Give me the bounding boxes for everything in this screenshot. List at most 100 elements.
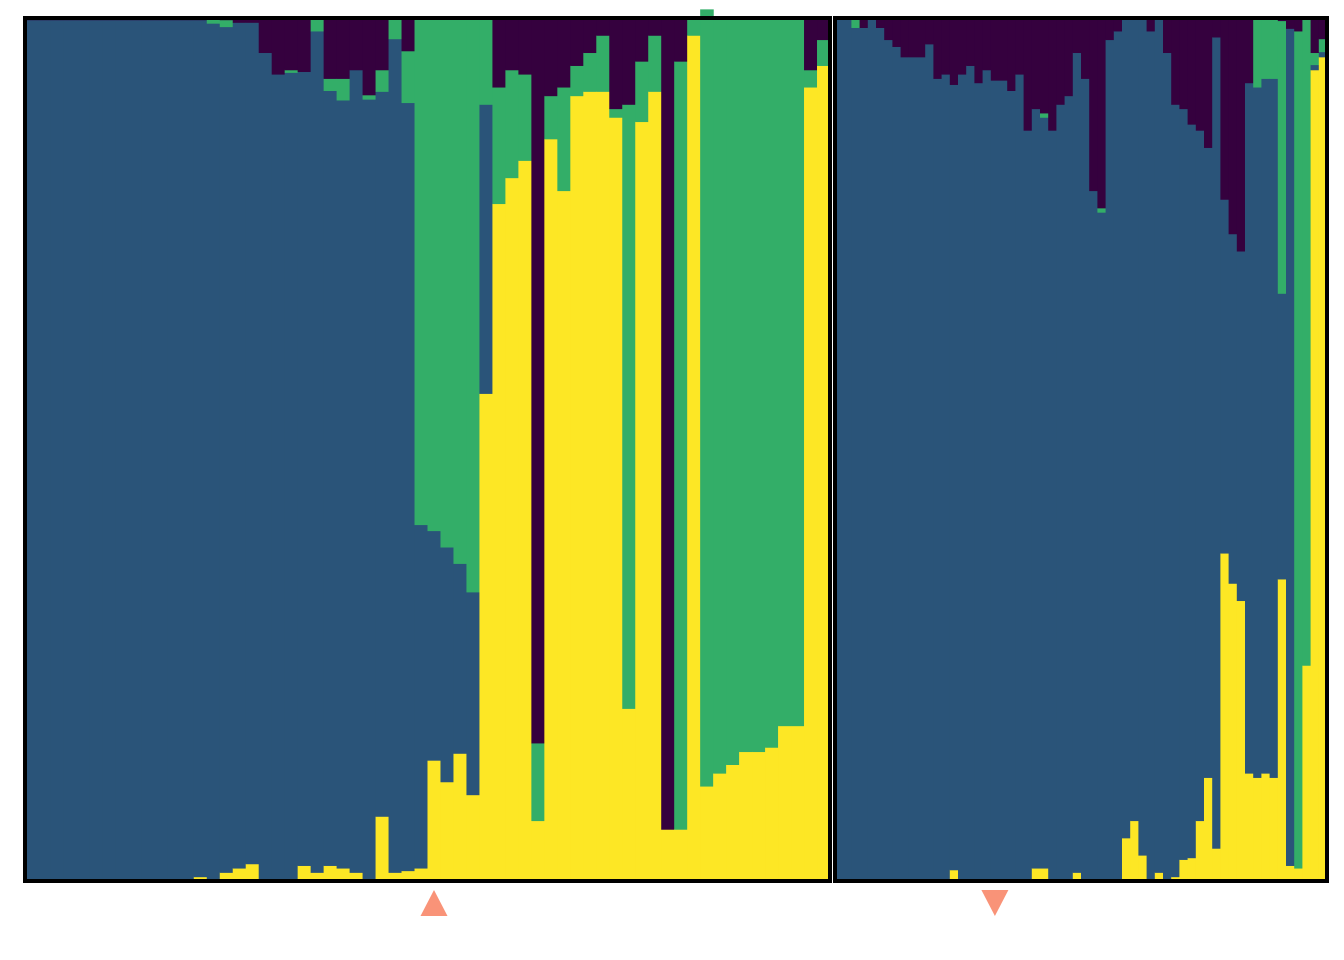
bar-59-green-segment <box>1310 52 1320 66</box>
bar-12-purple-segment <box>925 18 934 45</box>
bar-29-blue-segment <box>388 38 403 873</box>
bar-56-green-segment <box>739 18 753 753</box>
bar-40-yellow-segment <box>1154 872 1164 882</box>
bar-39-yellow-segment <box>518 160 532 882</box>
bar-16-yellow-segment <box>219 872 234 882</box>
bar-36-yellow-segment <box>479 393 494 882</box>
bar-46-yellow-segment <box>609 117 623 882</box>
bar-48-yellow-segment <box>635 121 649 882</box>
bar-42-purple-segment <box>557 18 571 88</box>
bar-48-yellow-segment <box>1220 553 1230 882</box>
bar-25-yellow-segment <box>1031 868 1041 882</box>
bar-22-purple-segment <box>1007 18 1016 91</box>
bar-49-yellow-segment <box>1228 583 1238 882</box>
bar-52-green-segment <box>687 18 701 36</box>
bar-57-green-segment <box>752 18 766 753</box>
bar-41-yellow-segment <box>544 138 558 882</box>
up-triangle-marker <box>420 890 448 916</box>
bar-50-yellow-segment <box>1236 600 1246 882</box>
bar-56-purple-segment <box>1286 18 1295 29</box>
bar-47-purple-segment <box>622 18 636 105</box>
bar-23-purple-segment <box>1015 18 1025 75</box>
panel-frame <box>23 16 832 883</box>
bar-7-purple-segment <box>884 18 893 41</box>
bar-6-purple-segment <box>876 18 885 28</box>
bar-60-green-segment <box>791 18 805 727</box>
panel-frame <box>833 16 1329 883</box>
bar-17-purple-segment <box>966 18 975 66</box>
bar-34-blue-segment <box>1105 39 1115 882</box>
bar-62-purple-segment <box>817 18 831 41</box>
bar-30-green-segment <box>401 50 416 104</box>
bar-2-blue-segment <box>37 19 52 882</box>
bar-21-green-segment <box>284 69 299 73</box>
bar-52-yellow-segment <box>1253 777 1262 882</box>
bar-54-yellow-segment <box>713 773 727 882</box>
bar-23-green-segment <box>310 18 325 32</box>
bar-34-green-segment <box>453 18 468 564</box>
bar-51-green-segment <box>674 61 688 830</box>
bar-52-yellow-segment <box>687 35 701 882</box>
bar-4-blue-segment <box>859 27 869 882</box>
bar-15-blue-segment <box>206 23 221 882</box>
bar-25-blue-segment <box>1031 108 1041 869</box>
bar-1-blue-segment <box>835 18 844 882</box>
bar-32-yellow-segment <box>427 760 442 882</box>
bar-57-green-segment <box>1294 30 1303 869</box>
bar-3-green-segment <box>851 18 861 28</box>
bar-15-blue-segment <box>949 84 959 871</box>
bar-54-blue-segment <box>1269 78 1279 778</box>
bar-10-blue-segment <box>141 19 156 882</box>
bar-41-purple-segment <box>1163 18 1172 54</box>
bar-17-blue-segment <box>966 65 975 882</box>
bar-46-blue-segment <box>1204 147 1213 778</box>
bar-15-purple-segment <box>949 18 959 85</box>
bar-36-blue-segment <box>1122 18 1131 839</box>
bar-51-blue-segment <box>1245 82 1254 774</box>
bar-15-yellow-segment <box>949 869 959 882</box>
bar-7-blue-segment <box>102 19 117 882</box>
bar-32-blue-segment <box>1089 190 1098 882</box>
bar-19-blue-segment <box>982 69 992 882</box>
down-triangle-marker <box>981 890 1009 916</box>
bar-39-green-segment <box>518 74 532 161</box>
bar-29-yellow-segment <box>388 872 403 882</box>
bar-26-purple-segment <box>349 18 364 71</box>
bar-37-yellow-segment <box>492 203 506 882</box>
bar-4-purple-segment <box>859 18 869 28</box>
bar-27-green-segment <box>362 94 377 100</box>
bar-51-purple-segment <box>674 18 688 62</box>
bar-39-blue-segment <box>1146 30 1156 882</box>
bar-6-blue-segment <box>876 27 885 882</box>
bar-50-purple-segment <box>1236 18 1246 252</box>
bar-53-yellow-segment <box>700 786 714 882</box>
bar-46-yellow-segment <box>1204 777 1213 882</box>
bar-36-blue-segment <box>479 104 494 394</box>
bar-33-purple-segment <box>1097 18 1107 209</box>
bar-29-blue-segment <box>1064 95 1074 882</box>
bar-12-blue-segment <box>925 43 934 882</box>
bar-14-blue-segment <box>941 74 951 882</box>
bar-31-blue-segment <box>414 524 429 869</box>
left-panel <box>23 9 832 916</box>
bar-30-purple-segment <box>1072 18 1082 54</box>
bar-45-yellow-segment <box>1195 820 1205 882</box>
bar-22-purple-segment <box>297 18 312 73</box>
bar-43-blue-segment <box>1179 108 1189 860</box>
bar-42-yellow-segment <box>557 190 571 882</box>
bar-25-purple-segment <box>336 18 351 79</box>
bar-60-purple-segment <box>1318 18 1328 40</box>
bar-42-purple-segment <box>1171 18 1180 105</box>
bar-16-blue-segment <box>219 26 234 873</box>
bar-14-purple-segment <box>941 18 951 75</box>
bar-38-green-segment <box>505 69 519 179</box>
bar-45-purple-segment <box>1195 18 1205 131</box>
bar-26-green-segment <box>1040 112 1049 118</box>
bar-21-blue-segment <box>999 80 1008 882</box>
bar-3-blue-segment <box>50 19 65 882</box>
right-panel <box>833 16 1329 916</box>
bar-46-green-segment <box>609 108 623 118</box>
bar-29-purple-segment <box>1064 18 1074 97</box>
bar-28-yellow-segment <box>375 816 390 882</box>
bar-30-blue-segment <box>401 102 416 872</box>
